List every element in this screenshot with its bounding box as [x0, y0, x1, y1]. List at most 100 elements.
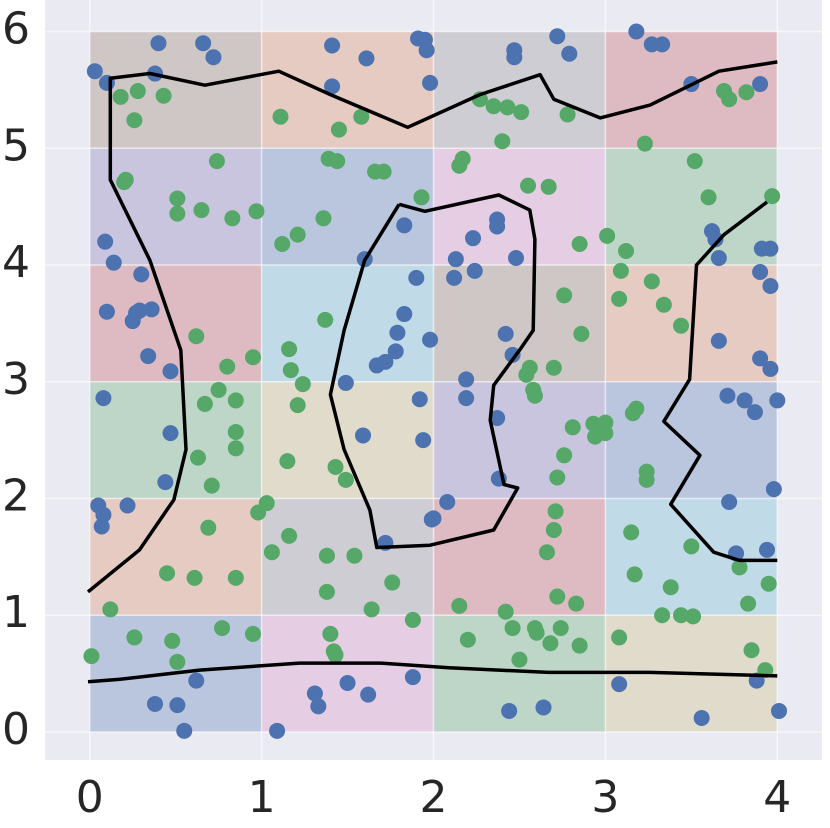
point: [489, 218, 506, 235]
point: [422, 74, 439, 91]
x-tick-label: 1: [248, 772, 276, 823]
point: [86, 63, 103, 80]
point: [466, 262, 483, 279]
point: [140, 348, 157, 365]
point: [752, 264, 769, 281]
point: [360, 686, 377, 703]
point: [150, 35, 167, 52]
point: [330, 121, 347, 138]
point: [618, 242, 635, 259]
point: [327, 458, 344, 475]
point: [769, 392, 786, 409]
point: [418, 42, 435, 59]
point: [389, 324, 406, 341]
point: [425, 510, 442, 527]
point: [317, 311, 334, 328]
point: [643, 273, 660, 290]
point: [164, 632, 181, 649]
point: [556, 287, 573, 304]
point: [129, 83, 146, 100]
point: [119, 497, 136, 514]
point: [214, 620, 231, 637]
point: [396, 306, 413, 323]
point: [169, 190, 186, 207]
boundary-line: [86, 60, 778, 594]
point: [250, 504, 267, 521]
point: [116, 174, 133, 191]
point: [707, 231, 724, 248]
point: [404, 669, 421, 686]
point: [611, 290, 628, 307]
point: [508, 250, 525, 267]
x-tick-label: 0: [76, 772, 104, 823]
point: [740, 595, 757, 612]
point: [752, 350, 769, 367]
point: [83, 648, 100, 665]
point: [245, 349, 262, 366]
point: [105, 254, 122, 271]
boundary-line: [87, 661, 778, 684]
point: [224, 210, 241, 227]
point: [98, 303, 115, 320]
point: [324, 37, 341, 54]
point: [210, 381, 227, 398]
point: [193, 202, 210, 219]
point: [227, 392, 244, 409]
point: [95, 390, 112, 407]
point: [611, 629, 628, 646]
x-tick-label: 2: [420, 772, 448, 823]
point: [513, 104, 530, 121]
point: [269, 722, 286, 739]
cell: [89, 498, 262, 616]
point: [686, 153, 703, 170]
point: [195, 35, 212, 52]
point: [368, 357, 385, 374]
point: [318, 583, 335, 600]
boundary-line: [662, 200, 778, 563]
point: [355, 427, 372, 444]
point: [628, 23, 645, 40]
point: [447, 251, 464, 268]
point: [188, 672, 205, 689]
point: [571, 235, 588, 252]
x-tick-label: 4: [763, 772, 791, 823]
point: [272, 108, 289, 125]
point: [485, 98, 502, 115]
point: [155, 87, 172, 104]
point: [549, 469, 566, 486]
point: [227, 440, 244, 457]
y-tick-label: 5: [2, 120, 30, 171]
point: [413, 189, 430, 206]
point: [294, 376, 311, 393]
point: [764, 188, 781, 205]
point: [396, 217, 413, 234]
point: [169, 653, 186, 670]
y-tick-label: 4: [2, 237, 30, 288]
point: [404, 611, 421, 628]
point: [95, 506, 112, 523]
point: [176, 722, 193, 739]
point: [760, 575, 777, 592]
point: [415, 432, 432, 449]
point: [752, 76, 769, 93]
point: [673, 317, 690, 334]
point: [126, 629, 143, 646]
point: [520, 177, 537, 194]
point: [743, 642, 760, 659]
point: [504, 346, 521, 363]
point: [547, 503, 564, 520]
point: [186, 569, 203, 586]
point: [439, 493, 456, 510]
point: [762, 240, 779, 257]
y-tick-label: 3: [2, 354, 30, 405]
point: [710, 332, 727, 349]
point: [289, 397, 306, 414]
point: [315, 210, 332, 227]
cell: [261, 31, 434, 149]
point: [549, 28, 566, 45]
boundary-line: [328, 193, 537, 550]
point: [528, 624, 545, 641]
point: [556, 447, 573, 464]
point: [384, 574, 401, 591]
point: [422, 331, 439, 348]
